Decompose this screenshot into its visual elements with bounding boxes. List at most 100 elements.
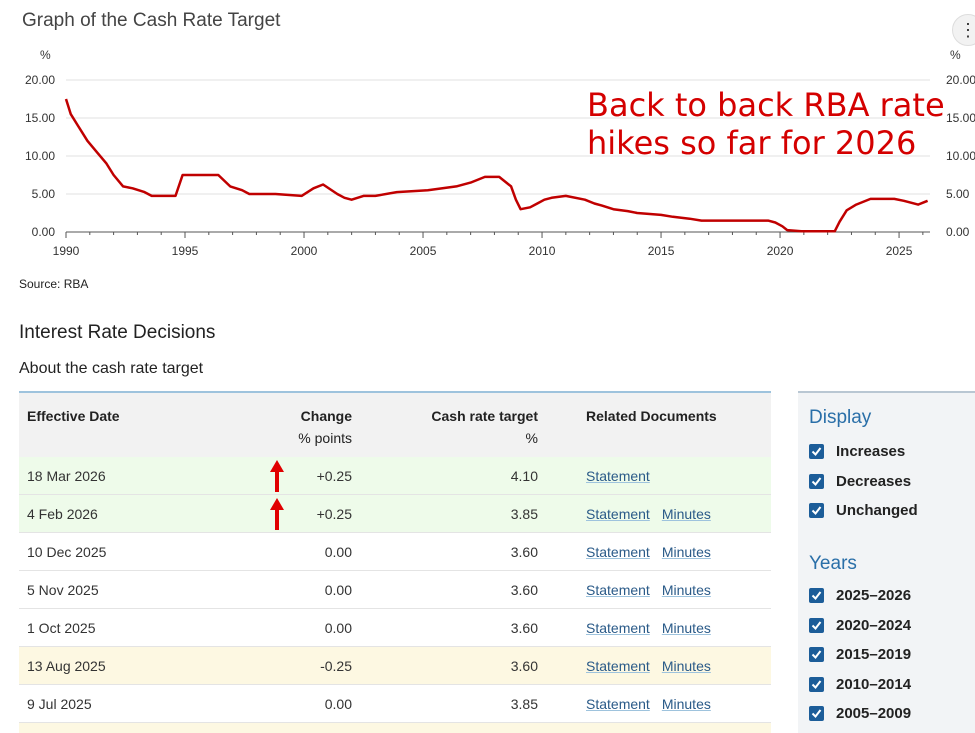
header-cash-rate-target[interactable]: Cash rate target% — [360, 392, 546, 457]
row-change-value: 0.00 — [325, 582, 352, 598]
filter-display-increases[interactable]: Increases — [809, 443, 905, 460]
y-tick-label-left: 10.00 — [25, 149, 55, 163]
filter-label: 2020–2024 — [836, 617, 911, 634]
statement-link[interactable]: Statement — [586, 506, 650, 522]
checkbox-checked-icon[interactable] — [809, 677, 824, 692]
table-row: 4 Feb 2026 +0.25 3.85 Statement Minutes — [19, 495, 771, 533]
row-change: -0.25 — [250, 647, 360, 685]
row-effective-date: 5 Nov 2025 — [19, 571, 250, 609]
years-heading: Years — [809, 553, 857, 575]
filter-display-unchanged[interactable]: Unchanged — [809, 502, 918, 519]
checkbox-checked-icon[interactable] — [809, 503, 824, 518]
y-tick-label-left: 15.00 — [25, 111, 55, 125]
row-effective-date: 4 Feb 2026 — [19, 495, 250, 533]
row-cash-rate-target: 3.60 — [360, 647, 546, 685]
checkbox-checked-icon[interactable] — [809, 647, 824, 662]
row-change-value: -0.25 — [320, 658, 352, 674]
row-change: +0.25 — [250, 457, 360, 495]
x-tick-label: 1995 — [172, 244, 199, 258]
minutes-link[interactable]: Minutes — [662, 620, 711, 636]
minutes-link[interactable]: Minutes — [662, 658, 711, 674]
y-tick-label-left: 5.00 — [32, 187, 56, 201]
y-tick-label-left: 0.00 — [32, 225, 56, 239]
table-row: 9 Jul 2025 0.00 3.85 Statement Minutes — [19, 685, 771, 723]
filter-years-2005-2009[interactable]: 2005–2009 — [809, 705, 911, 722]
statement-link[interactable]: Statement — [586, 658, 650, 674]
filter-label: Unchanged — [836, 502, 918, 519]
row-change-value: +0.25 — [317, 468, 352, 484]
checkbox-checked-icon[interactable] — [809, 474, 824, 489]
row-effective-date: 9 Jul 2025 — [19, 685, 250, 723]
header-effective-date[interactable]: Effective Date — [19, 392, 250, 457]
row-effective-date: 1 Oct 2025 — [19, 609, 250, 647]
about-cash-rate-link[interactable]: About the cash rate target — [19, 360, 203, 378]
filter-years-2010-2014[interactable]: 2010–2014 — [809, 676, 911, 693]
row-change: 0.00 — [250, 571, 360, 609]
filter-label: Increases — [836, 443, 905, 460]
minutes-link[interactable]: Minutes — [662, 696, 711, 712]
checkbox-checked-icon[interactable] — [809, 618, 824, 633]
arrow-up-icon — [270, 498, 284, 530]
chart-annotation: Back to back RBA rate hikes so far for 2… — [587, 86, 947, 163]
row-change-value: +0.25 — [317, 506, 352, 522]
y-tick-label-right: 10.00 — [946, 149, 975, 163]
x-tick-label: 2005 — [410, 244, 437, 258]
row-change: 0.00 — [250, 609, 360, 647]
header-target-unit: % — [526, 430, 538, 446]
minutes-link[interactable]: Minutes — [662, 582, 711, 598]
filter-label: 2015–2019 — [836, 646, 911, 663]
y-axis-unit-right: % — [950, 48, 961, 62]
chart-title: Graph of the Cash Rate Target — [22, 10, 280, 32]
row-effective-date: 13 Aug 2025 — [19, 647, 250, 685]
row-related-documents: Statement Minutes — [546, 685, 771, 723]
statement-link[interactable]: Statement — [586, 696, 650, 712]
partial-row-cell — [19, 723, 771, 733]
chart-source: Source: RBA — [19, 277, 88, 291]
row-change-value: 0.00 — [325, 696, 352, 712]
statement-link[interactable]: Statement — [586, 620, 650, 636]
table-row: 13 Aug 2025 -0.25 3.60 Statement Minutes — [19, 647, 771, 685]
checkbox-checked-icon[interactable] — [809, 706, 824, 721]
minutes-link[interactable]: Minutes — [662, 506, 711, 522]
y-tick-label-right: 0.00 — [946, 225, 970, 239]
row-related-documents: Statement Minutes — [546, 609, 771, 647]
x-tick-label: 2025 — [886, 244, 913, 258]
row-related-documents: Statement Minutes — [546, 647, 771, 685]
filter-years-2025-2026[interactable]: 2025–2026 — [809, 587, 911, 604]
filter-label: 2005–2009 — [836, 705, 911, 722]
row-related-documents: Statement — [546, 457, 771, 495]
statement-link[interactable]: Statement — [586, 582, 650, 598]
header-change[interactable]: Change% points — [250, 392, 360, 457]
row-change: 0.00 — [250, 533, 360, 571]
header-change-unit: % points — [298, 430, 352, 446]
rate-decisions-table: Effective Date Change% points Cash rate … — [19, 391, 771, 733]
row-change: +0.25 — [250, 495, 360, 533]
statement-link[interactable]: Statement — [586, 468, 650, 484]
checkbox-checked-icon[interactable] — [809, 588, 824, 603]
statement-link[interactable]: Statement — [586, 544, 650, 560]
filter-years-2015-2019[interactable]: 2015–2019 — [809, 646, 911, 663]
row-cash-rate-target: 3.85 — [360, 685, 546, 723]
filter-display-decreases[interactable]: Decreases — [809, 473, 911, 490]
checkbox-checked-icon[interactable] — [809, 444, 824, 459]
x-tick-label: 1990 — [53, 244, 80, 258]
table-header-row: Effective Date Change% points Cash rate … — [19, 392, 771, 457]
section-title: Interest Rate Decisions — [19, 322, 215, 344]
minutes-link[interactable]: Minutes — [662, 544, 711, 560]
filter-label: Decreases — [836, 473, 911, 490]
row-cash-rate-target: 3.60 — [360, 533, 546, 571]
x-tick-label: 2015 — [648, 244, 675, 258]
x-tick-label: 2020 — [767, 244, 794, 258]
y-tick-label-right: 15.00 — [946, 111, 975, 125]
filter-years-2020-2024[interactable]: 2020–2024 — [809, 617, 911, 634]
row-cash-rate-target: 3.85 — [360, 495, 546, 533]
x-tick-label: 2010 — [529, 244, 556, 258]
